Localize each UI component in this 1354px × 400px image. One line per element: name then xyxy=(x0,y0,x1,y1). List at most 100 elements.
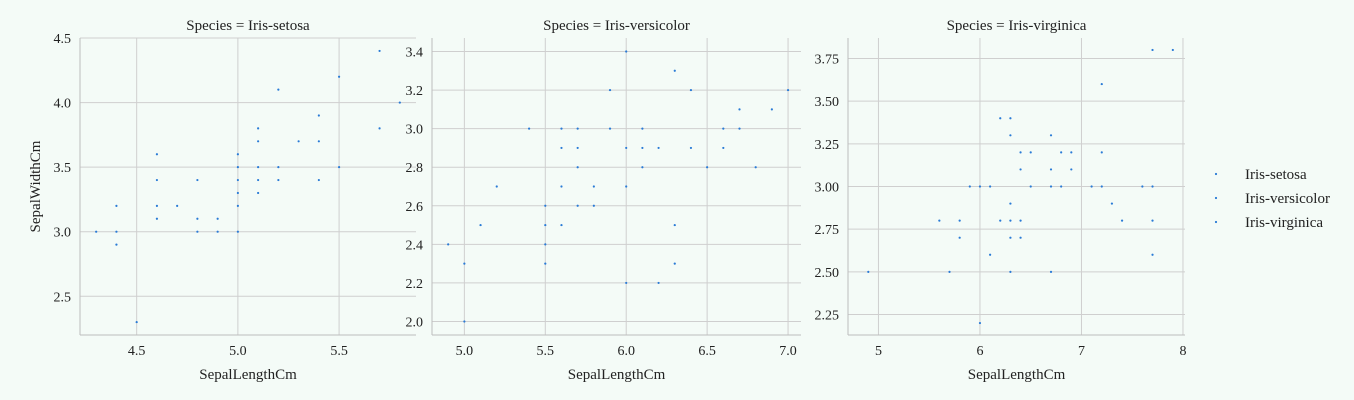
y-tick-label: 2.8 xyxy=(406,161,424,176)
data-point xyxy=(867,270,870,273)
data-point xyxy=(115,230,118,233)
x-tick-label: 5.0 xyxy=(229,344,247,359)
x-tick-label: 5 xyxy=(875,344,882,359)
legend-marker xyxy=(1214,196,1218,200)
data-point xyxy=(196,178,199,182)
y-tick-label: 2.4 xyxy=(406,238,424,253)
data-point xyxy=(447,243,450,246)
y-tick-label: 2.75 xyxy=(815,223,840,238)
y-tick-label: 2.25 xyxy=(815,309,840,324)
data-point xyxy=(528,127,531,130)
facet-title: Species = Iris-virginica xyxy=(947,18,1087,34)
data-point xyxy=(978,185,982,188)
data-point xyxy=(1151,185,1154,188)
legend-entry: Iris-versicolor xyxy=(1245,191,1330,207)
data-point xyxy=(378,127,381,130)
x-tick-label: 8 xyxy=(1179,344,1186,359)
data-point xyxy=(277,166,280,169)
data-point xyxy=(1009,236,1012,239)
x-tick-label: 6.0 xyxy=(617,344,635,359)
data-point xyxy=(576,204,579,207)
data-point xyxy=(337,75,341,78)
data-point xyxy=(958,236,961,239)
data-point xyxy=(155,153,159,156)
data-point xyxy=(1070,151,1073,154)
data-point xyxy=(625,185,628,188)
data-point xyxy=(560,185,563,188)
data-point xyxy=(989,253,992,256)
data-point xyxy=(989,185,992,188)
x-tick-label: 7 xyxy=(1078,344,1085,359)
data-point xyxy=(95,230,98,233)
data-point xyxy=(257,166,260,169)
data-point xyxy=(625,50,628,53)
data-point xyxy=(673,223,676,227)
data-point xyxy=(378,49,381,53)
data-point xyxy=(1151,48,1154,52)
y-axis-label: SepalWidthCm xyxy=(28,140,44,232)
data-point xyxy=(786,88,790,92)
data-point xyxy=(968,185,971,188)
x-tick-label: 4.5 xyxy=(128,344,146,359)
data-point xyxy=(641,146,644,150)
data-point xyxy=(1009,117,1012,120)
data-point xyxy=(337,166,341,169)
data-point xyxy=(236,230,239,233)
data-point xyxy=(115,204,118,207)
data-point xyxy=(236,191,239,195)
data-point xyxy=(135,320,138,324)
data-point xyxy=(560,223,563,227)
x-tick-label: 5.5 xyxy=(537,344,555,359)
data-point xyxy=(560,146,563,150)
data-point xyxy=(236,153,239,156)
data-point xyxy=(216,217,219,220)
data-point xyxy=(625,281,628,285)
data-point xyxy=(1100,185,1103,188)
y-tick-label: 3.75 xyxy=(815,52,840,67)
x-tick-label: 6.5 xyxy=(698,344,716,359)
data-point xyxy=(155,178,159,182)
y-tick-label: 3.2 xyxy=(406,84,424,99)
data-point xyxy=(544,243,547,246)
data-point xyxy=(689,146,693,150)
data-point xyxy=(236,166,239,169)
data-point xyxy=(608,127,612,130)
data-point xyxy=(722,146,725,150)
data-point xyxy=(592,204,595,207)
data-point xyxy=(576,146,579,150)
legend-marker xyxy=(1214,220,1218,224)
data-point xyxy=(236,178,239,182)
data-point xyxy=(495,185,498,188)
facet-panel-3: 5 6 7 8 2.25 2.50 2.75 3.00 3.25 3.50 3.75 Species … xyxy=(815,18,1187,383)
x-axis-label: SepalLengthCm xyxy=(199,367,297,383)
data-point xyxy=(738,127,741,130)
data-point xyxy=(317,178,320,182)
data-point xyxy=(544,223,547,227)
data-point xyxy=(592,185,595,188)
data-point xyxy=(479,223,482,227)
data-point xyxy=(657,281,660,285)
x-tick-label: 7.0 xyxy=(779,344,797,359)
data-point xyxy=(948,270,951,273)
data-point xyxy=(754,166,757,169)
data-point xyxy=(1100,151,1103,154)
data-point xyxy=(1110,202,1114,205)
data-point xyxy=(1049,168,1053,171)
y-tick-label: 2.50 xyxy=(815,266,840,281)
data-point xyxy=(196,230,199,233)
data-point xyxy=(999,219,1002,222)
data-point xyxy=(236,204,239,207)
data-point xyxy=(463,262,466,265)
data-point xyxy=(1151,253,1154,256)
data-point xyxy=(560,127,563,130)
data-point xyxy=(1019,151,1022,154)
data-point xyxy=(1019,168,1022,171)
y-tick-label: 3.4 xyxy=(406,46,424,61)
data-point xyxy=(770,108,773,111)
data-point xyxy=(544,204,547,207)
data-point xyxy=(1009,202,1012,205)
data-point xyxy=(317,114,320,117)
data-point xyxy=(641,127,644,130)
data-point xyxy=(277,88,280,91)
facet-title: Species = Iris-setosa xyxy=(186,18,310,34)
